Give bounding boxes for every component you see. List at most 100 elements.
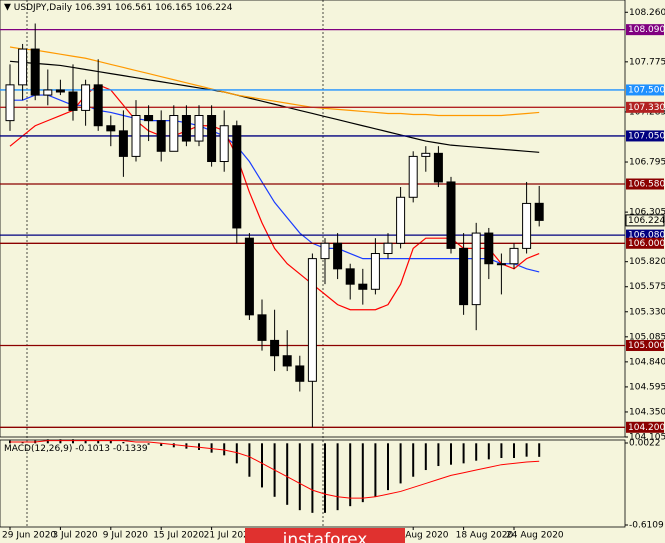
y-tick-label: 106.305	[629, 208, 665, 218]
open: 106.391	[75, 3, 112, 13]
macd-bar	[324, 443, 326, 513]
macd-bar	[122, 441, 125, 444]
level-label: 106.080	[628, 231, 665, 241]
level-label: 106.000	[628, 239, 665, 249]
candle-body	[131, 115, 141, 157]
price-label: 106.224	[628, 216, 665, 226]
macd-bar	[374, 443, 377, 497]
macd-bar	[462, 443, 465, 464]
candle-body	[18, 48, 28, 86]
macd-bar	[538, 443, 541, 457]
candle-body	[30, 48, 40, 96]
x-tick-label: 29 Jun 2020	[2, 531, 56, 541]
level-label-bg	[626, 24, 664, 36]
y-tick-label: 106.795	[629, 158, 665, 168]
level-label: 104.200	[628, 423, 665, 433]
macd-bar	[399, 443, 402, 484]
candle-body	[446, 181, 456, 249]
high: 106.561	[115, 3, 152, 13]
level-label-bg	[626, 340, 664, 352]
low: 106.165	[155, 3, 192, 13]
y-tick-label: 105.820	[629, 257, 665, 267]
macd-bar	[84, 440, 87, 444]
y-tick-label: 104.105	[629, 433, 665, 443]
macd-bar	[198, 443, 200, 450]
y-tick-label: 105.575	[629, 282, 665, 292]
macd-bar	[261, 443, 263, 488]
candle-body	[194, 115, 204, 142]
y-tick-label: 104.840	[629, 357, 665, 367]
macd-bar	[72, 439, 74, 444]
y-tick-label: 104.595	[629, 382, 665, 392]
level-label: 107.050	[628, 131, 665, 141]
x-tick-label: 9 Jul 2020	[103, 531, 148, 541]
x-tick-label: 21 Jul 2020	[204, 531, 255, 541]
y-tick-label: 0.0022	[629, 439, 661, 449]
macd-bar	[172, 443, 175, 448]
macd-bar	[223, 443, 226, 456]
candle-body	[496, 263, 506, 266]
macd-bar	[437, 443, 440, 467]
candle-body	[358, 283, 368, 290]
candle-body	[421, 152, 431, 157]
macd-bar	[286, 443, 289, 505]
level-label-bg	[626, 101, 664, 113]
macd-bar	[525, 443, 528, 457]
macd-bar	[248, 443, 251, 477]
candle-body	[207, 115, 217, 163]
macd-label: MACD(12,26,9)	[4, 444, 72, 454]
level-label-bg	[626, 229, 664, 241]
level-label-bg	[626, 84, 664, 96]
close: 106.224	[195, 3, 232, 13]
x-tick-label: 24 Aug 2020	[506, 531, 564, 541]
signal-value: -0.1339	[113, 444, 148, 454]
y-tick-label: -0.6109	[629, 521, 664, 531]
candle-body	[257, 314, 267, 341]
macd-bar	[21, 441, 24, 444]
candle-body	[118, 130, 128, 157]
candle-body	[295, 365, 305, 382]
candle-body	[93, 84, 103, 127]
candle-body	[232, 125, 242, 229]
candle-body	[244, 237, 254, 316]
watermark-box	[245, 528, 405, 543]
x-tick-label: Aug 2020	[405, 531, 449, 541]
candle-body	[471, 232, 481, 306]
candle-body	[433, 152, 443, 183]
level-label-bg	[626, 130, 664, 142]
level-label: 107.330	[628, 103, 665, 113]
level-label: 106.580	[628, 180, 665, 190]
macd-bar	[450, 443, 452, 465]
macd-bar	[298, 443, 301, 511]
candle-body	[270, 339, 280, 357]
candle-body	[81, 84, 91, 111]
header: ▼ USDJPY,Daily 106.391 106.561 106.165 1…	[4, 3, 233, 13]
x-tick-label: 3 Jul 2020	[52, 531, 97, 541]
x-tick-label: 18 Aug 2020	[456, 531, 514, 541]
candle-body	[144, 115, 154, 122]
macd-bar	[311, 443, 314, 513]
candle-body	[383, 242, 393, 255]
level-label-bg	[626, 237, 664, 249]
candle-body	[106, 125, 116, 132]
y-tick-label: 105.085	[629, 332, 665, 342]
watermark: instaforex	[283, 530, 368, 543]
macd-bar	[109, 440, 112, 444]
candle-body	[282, 355, 292, 367]
macd-bar	[336, 443, 339, 511]
macd-value: -0.1013	[75, 444, 110, 454]
y-tick-label: 105.330	[629, 307, 665, 317]
macd-bar	[46, 439, 49, 444]
candle-body	[320, 242, 330, 260]
candle-body	[534, 202, 544, 221]
macd-header: MACD(12,26,9) -0.1013 -0.1339	[4, 444, 148, 454]
candle-body	[156, 120, 166, 152]
macd-bar	[361, 443, 364, 503]
y-tick-label: 108.260	[629, 8, 665, 18]
level-label: 105.000	[628, 341, 665, 351]
level-label-bg	[626, 421, 664, 433]
candle-body	[370, 253, 380, 290]
macd-bar	[210, 443, 213, 453]
x-tick-label: 15 Jul 2020	[153, 531, 204, 541]
candle-body	[408, 155, 418, 198]
